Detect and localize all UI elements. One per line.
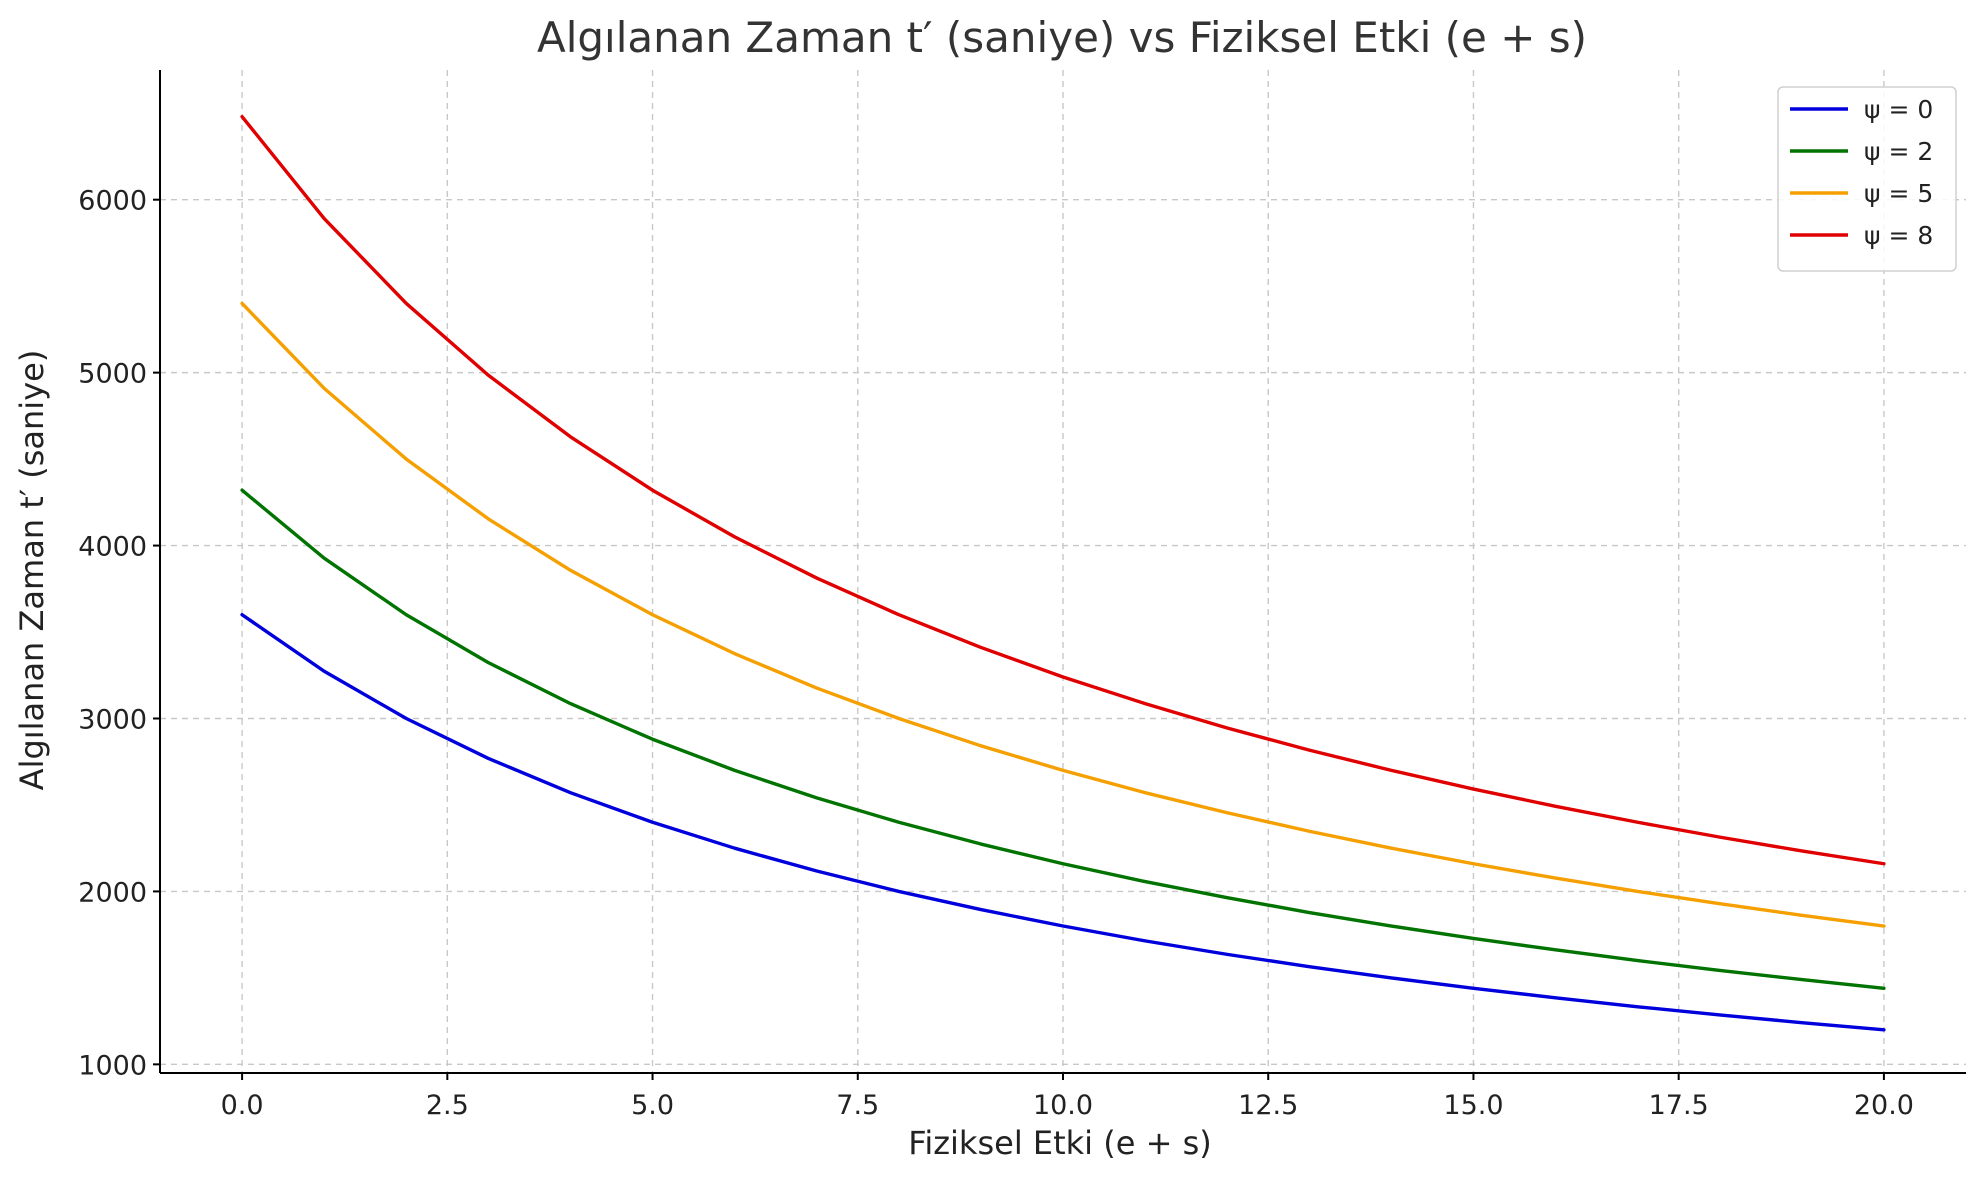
x-tick-label: 10.0 xyxy=(1033,1090,1093,1121)
series-line-psi-3 xyxy=(240,114,1886,866)
y-axis-label: Algılanan Zaman t′ (saniye) xyxy=(13,350,51,791)
x-axis-label: Fiziksel Etki (e + s) xyxy=(908,1124,1211,1162)
x-tick-label: 17.5 xyxy=(1649,1090,1709,1121)
series-line-psi-0 xyxy=(240,613,1886,1032)
series-line-psi-2 xyxy=(240,301,1886,928)
y-tick-label: 1000 xyxy=(78,1050,147,1081)
y-tick-label: 6000 xyxy=(78,186,147,217)
chart-title: Algılanan Zaman t′ (saniye) vs Fiziksel … xyxy=(537,13,1587,62)
legend-frame xyxy=(1777,86,1957,272)
legend: ψ = 0 ψ = 2 ψ = 5 ψ = 8 xyxy=(1777,86,1957,272)
y-tick-label: 4000 xyxy=(78,532,147,563)
x-tick-label: 15.0 xyxy=(1443,1090,1503,1121)
ticks-layer: 0.0 2.5 5.0 7.5 10.0 12.5 15.0 17.5 20.0 1000 2000… xyxy=(78,186,1914,1121)
series-layer xyxy=(240,114,1886,1032)
x-tick-label: 12.5 xyxy=(1238,1090,1298,1121)
legend-label: ψ = 0 xyxy=(1864,95,1933,124)
legend-label: ψ = 8 xyxy=(1864,221,1933,250)
y-tick-label: 5000 xyxy=(78,359,147,390)
x-tick-label: 5.0 xyxy=(631,1090,674,1121)
grid-layer xyxy=(160,70,1966,1073)
y-tick-label: 2000 xyxy=(78,877,147,908)
legend-label: ψ = 2 xyxy=(1864,137,1933,166)
x-tick-label: 20.0 xyxy=(1854,1090,1914,1121)
x-tick-label: 0.0 xyxy=(221,1090,264,1121)
legend-label: ψ = 5 xyxy=(1864,179,1933,208)
x-tick-label: 7.5 xyxy=(836,1090,879,1121)
x-tick-label: 2.5 xyxy=(426,1090,469,1121)
series-line-psi-1 xyxy=(240,488,1886,990)
y-tick-label: 3000 xyxy=(78,704,147,735)
